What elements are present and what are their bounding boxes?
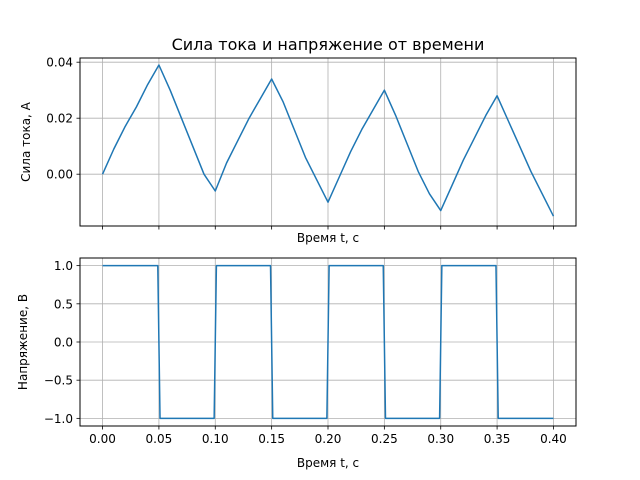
current-series (101, 64, 555, 217)
voltage-ticks: 0.00 0.05 0.10 0.15 0.20 0.25 0.30 0.35 0.40 1.0 0… (44, 259, 567, 446)
voltage-ytick-label: 1.0 (54, 259, 73, 273)
voltage-ytick-label: 0.5 (54, 297, 73, 311)
current-line (101, 64, 555, 217)
voltage-xtick-label: 0.35 (484, 432, 511, 446)
voltage-xtick-label: 0.10 (202, 432, 229, 446)
voltage-ytick-label: −1.0 (44, 412, 73, 426)
voltage-ylabel: Напряжение, В (16, 294, 30, 390)
voltage-series (102, 264, 554, 420)
voltage-xtick-label: 0.40 (540, 432, 567, 446)
voltage-ytick-label: 0.0 (54, 336, 73, 350)
current-ylabel: Сила тока, А (19, 101, 33, 182)
voltage-xtick-label: 0.20 (315, 432, 342, 446)
current-ytick-label: 0.00 (46, 168, 73, 182)
current-ytick-label: 0.02 (46, 112, 73, 126)
current-axes: 0.00 0.02 0.04 Время t, c Сила тока, А (19, 56, 577, 245)
voltage-xlabel: Время t, c (297, 456, 359, 470)
voltage-xtick-label: 0.25 (371, 432, 398, 446)
current-grid (80, 58, 576, 226)
voltage-xtick-label: 0.30 (427, 432, 454, 446)
voltage-xtick-label: 0.05 (146, 432, 173, 446)
voltage-ytick-label: −0.5 (44, 374, 73, 388)
voltage-axes: 0.00 0.05 0.10 0.15 0.20 0.25 0.30 0.35 0.40 1.0 0… (16, 257, 577, 470)
voltage-line (102, 264, 554, 420)
figure-title: Сила тока и напряжение от времени (172, 35, 485, 54)
current-ticks: 0.00 0.02 0.04 (46, 56, 554, 230)
voltage-xtick-label: 0.15 (258, 432, 285, 446)
current-ytick-label: 0.04 (46, 56, 73, 70)
voltage-xtick-label: 0.00 (89, 432, 116, 446)
current-xlabel: Время t, c (297, 231, 359, 245)
